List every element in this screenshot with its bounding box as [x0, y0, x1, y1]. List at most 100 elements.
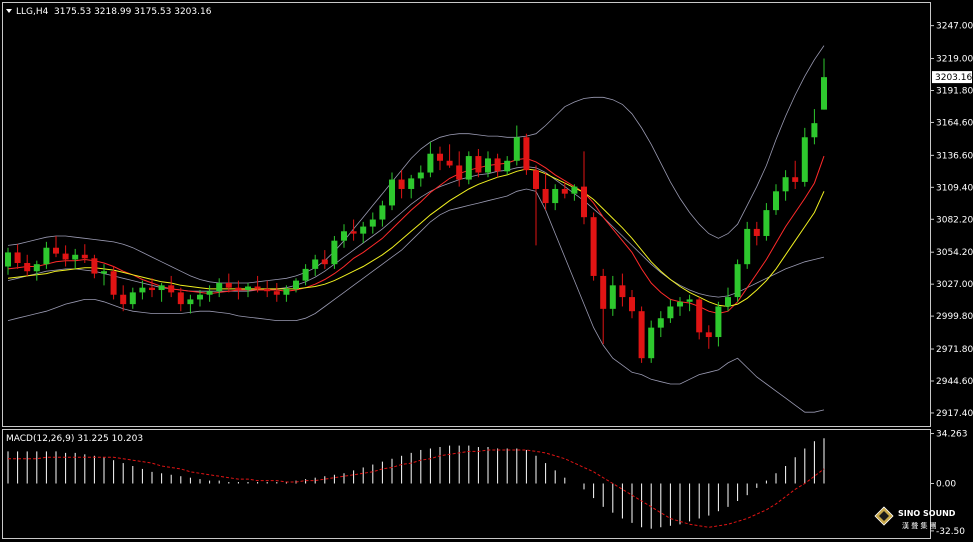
candle [53, 235, 59, 258]
candle-body [811, 123, 818, 138]
candle-body [590, 217, 597, 276]
candle-body [705, 332, 712, 338]
candle [225, 273, 232, 293]
candle-body [168, 285, 175, 293]
price-tick-label: 2944.60 [936, 377, 973, 387]
price-tick-label: 3191.80 [936, 86, 973, 96]
candle [753, 221, 760, 246]
candle-body [254, 286, 261, 289]
macd-signal-line [8, 449, 825, 528]
current-price-marker: 3203.16 [932, 71, 972, 84]
candle [62, 245, 69, 267]
candle [197, 290, 203, 307]
macd-tick-label: -32.50 [936, 527, 965, 537]
candle [773, 184, 779, 215]
candle [552, 184, 559, 211]
logo-line-1: SINO SOUND [898, 509, 956, 518]
candle [657, 311, 664, 338]
candle-body [782, 177, 789, 192]
candle [542, 172, 549, 211]
candle-body [177, 292, 184, 305]
candle-body [350, 231, 357, 234]
candle-body [667, 306, 674, 319]
candle [331, 235, 338, 269]
candle-body [245, 286, 251, 291]
candle-body [72, 254, 79, 260]
candle [283, 285, 290, 302]
price-tick-label: 3082.20 [936, 215, 973, 225]
candle [648, 320, 655, 363]
candle [677, 297, 683, 316]
candle [341, 224, 347, 248]
candle-body [533, 170, 539, 189]
candle [254, 275, 261, 293]
candle [216, 278, 223, 298]
candle-body [437, 153, 443, 161]
candle-body [677, 301, 683, 307]
candle [725, 287, 731, 312]
macd-tick-label: 0.00 [936, 480, 956, 490]
candle-body [302, 268, 309, 281]
moving-averages [7, 155, 825, 315]
candle [801, 127, 808, 187]
candle-body [542, 188, 549, 204]
candle [408, 174, 415, 199]
candle [81, 244, 88, 264]
candle-body [206, 291, 213, 295]
candle [667, 299, 674, 323]
candle [437, 146, 443, 171]
candle-body [101, 271, 107, 274]
candle [465, 151, 472, 185]
candle-body [465, 156, 472, 180]
candle-body [408, 178, 415, 189]
candle-body [379, 205, 386, 220]
candle-body [446, 160, 453, 166]
candle [158, 282, 165, 302]
candle [581, 151, 587, 225]
price-axis: 3247.00 3219.00 3191.80 3164.60 3136.60 3109.… [930, 22, 973, 419]
candle [206, 285, 213, 302]
candle-body [734, 264, 741, 298]
candle-body [331, 240, 338, 265]
candle-body [600, 275, 607, 309]
candle [686, 294, 693, 312]
candle [782, 170, 789, 201]
macd-histogram [7, 438, 825, 529]
line-bb-upper [7, 45, 825, 284]
candle-body [792, 177, 799, 182]
candle-body [753, 228, 760, 236]
chart-menu-icon[interactable] [6, 9, 12, 13]
candle [398, 170, 405, 199]
candle-body [273, 291, 280, 295]
candle-body [139, 287, 146, 293]
candle-body [53, 247, 59, 254]
candle-body [312, 259, 319, 269]
macd-axis: 34.263 0.00 -32.50 [930, 430, 968, 537]
candle [110, 266, 117, 300]
candle-body [773, 191, 779, 211]
candle [456, 151, 463, 187]
candle-body [43, 247, 50, 265]
candle-body [801, 137, 808, 182]
price-tick-label: 3109.40 [936, 183, 973, 193]
candle-body [475, 156, 482, 173]
candle-body [715, 306, 722, 338]
candle [379, 200, 386, 227]
bollinger-bands [7, 45, 825, 413]
candle-body [158, 285, 165, 291]
candle-body [293, 280, 299, 289]
candle [177, 287, 184, 312]
candle [235, 280, 242, 300]
candle [821, 58, 827, 110]
candle [571, 184, 578, 201]
line-slow [7, 168, 825, 308]
candle-body [341, 231, 347, 241]
candle-body [216, 282, 223, 292]
candle [43, 241, 50, 269]
candle [360, 221, 367, 244]
macd-plot-frame [2, 429, 931, 539]
candle-body [369, 219, 376, 227]
candle [350, 219, 357, 241]
macd-tick-label: 34.263 [936, 430, 968, 440]
